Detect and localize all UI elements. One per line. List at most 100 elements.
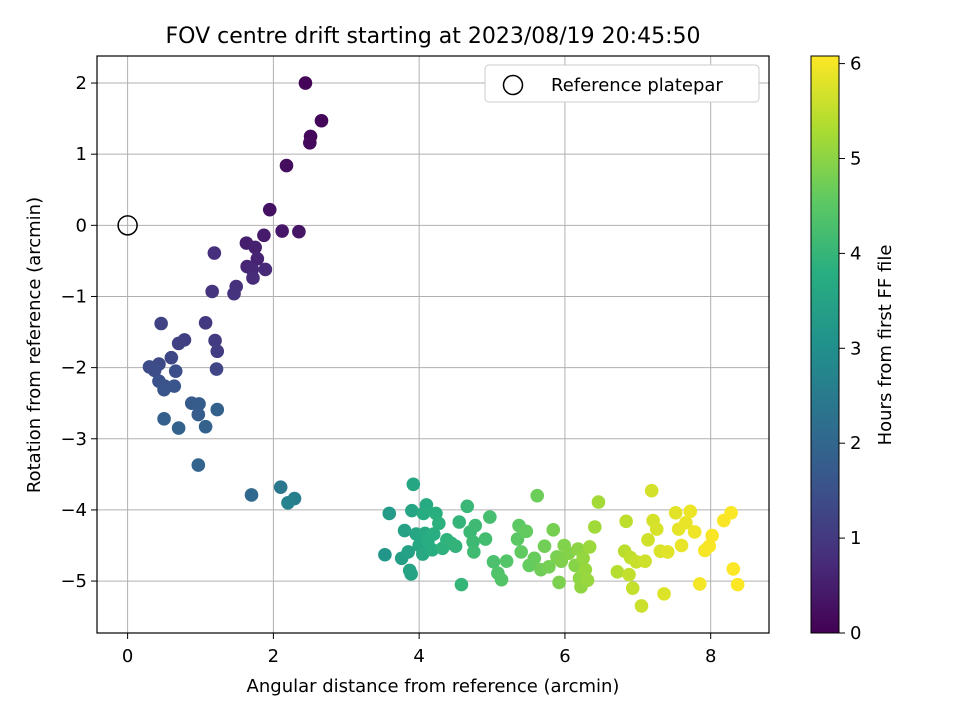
data-point [537, 539, 552, 554]
data-point [397, 523, 412, 538]
data-point [644, 483, 659, 498]
y-axis: −5 −4 −3 −2 −1 0 1 2 [60, 73, 97, 592]
data-point [724, 505, 738, 520]
data-point [167, 379, 182, 393]
x-tick-label: 4 [413, 646, 424, 667]
data-point [275, 224, 289, 238]
scatter-points [142, 76, 745, 613]
data-point [416, 506, 431, 521]
data-point [303, 135, 317, 150]
data-point [625, 581, 640, 595]
data-point [209, 362, 224, 376]
y-tick-label: −5 [60, 571, 87, 592]
colorbar-tick-label: 0 [850, 623, 861, 644]
legend-marker [502, 74, 524, 96]
data-point [687, 525, 702, 539]
data-point [406, 477, 421, 492]
data-point [273, 480, 288, 494]
data-point [588, 520, 602, 534]
colorbar-gradient [810, 55, 840, 634]
y-tick-label: 2 [76, 73, 87, 94]
data-point [164, 350, 179, 365]
data-point [378, 547, 392, 562]
legend-box [484, 64, 760, 103]
data-point [660, 545, 675, 559]
reference-marker [117, 215, 138, 236]
x-tick-label: 8 [705, 646, 716, 667]
data-point [154, 316, 168, 331]
y-tick-label: 1 [76, 144, 87, 165]
data-point [578, 562, 593, 577]
data-point [426, 527, 441, 541]
data-point [292, 224, 306, 239]
data-point [530, 488, 545, 503]
grid [97, 56, 769, 633]
reference-point [117, 215, 138, 236]
data-point [527, 551, 542, 566]
data-point [638, 554, 652, 568]
data-point [171, 421, 186, 435]
data-point [622, 567, 636, 582]
data-point [191, 458, 206, 472]
colorbar-tick-label: 1 [850, 528, 861, 549]
data-point [147, 363, 162, 378]
data-point [454, 577, 469, 592]
data-point [425, 542, 440, 557]
data-point [552, 575, 566, 590]
data-point [483, 510, 497, 524]
data-point [246, 271, 260, 285]
data-point [257, 228, 271, 243]
y-tick-label: −1 [60, 286, 87, 307]
data-point [157, 382, 171, 397]
x-tick-label: 0 [122, 646, 133, 667]
data-point [634, 599, 649, 613]
data-point [674, 538, 689, 553]
legend-label: Reference platepar [551, 75, 723, 96]
data-point [460, 499, 475, 514]
y-tick-label: 0 [76, 215, 87, 236]
data-point [168, 364, 183, 378]
x-tick-label: 2 [268, 646, 279, 667]
data-point [404, 567, 418, 581]
data-point [679, 515, 693, 530]
colorbar-tick-label: 5 [850, 148, 861, 169]
data-point [191, 407, 206, 422]
data-point [210, 344, 225, 359]
data-point [227, 286, 241, 301]
data-point [258, 262, 273, 277]
data-point [314, 113, 329, 128]
data-point [192, 397, 206, 411]
data-point [210, 402, 225, 417]
data-point [478, 532, 493, 546]
colorbar: 0 1 2 3 4 5 6 Hours from first FF file [810, 54, 896, 644]
y-tick-label: −2 [60, 358, 87, 379]
data-point [610, 565, 625, 579]
data-point [591, 495, 606, 509]
data-point [519, 524, 534, 539]
data-point [692, 577, 707, 591]
data-point [205, 284, 219, 299]
data-point [705, 528, 719, 543]
data-point [542, 560, 556, 574]
data-point [499, 554, 514, 568]
plot-frame [96, 55, 770, 634]
x-axis-label: Angular distance from reference (arcmin) [247, 676, 620, 697]
data-point [208, 333, 222, 348]
data-point [244, 488, 259, 502]
colorbar-tick-label: 4 [850, 243, 861, 264]
data-point [250, 251, 265, 266]
data-point [546, 523, 561, 537]
data-point [207, 246, 222, 260]
data-point [726, 562, 741, 576]
data-point [432, 516, 446, 531]
data-point [198, 419, 213, 434]
colorbar-tick-label: 3 [850, 338, 861, 359]
data-point [467, 545, 481, 559]
colorbar-tick-label: 6 [850, 54, 861, 75]
chart-title: FOV centre drift starting at 2023/08/19 … [166, 24, 701, 49]
data-point [619, 514, 633, 529]
data-point [448, 539, 463, 554]
data-point [730, 577, 745, 592]
data-point [452, 515, 467, 529]
